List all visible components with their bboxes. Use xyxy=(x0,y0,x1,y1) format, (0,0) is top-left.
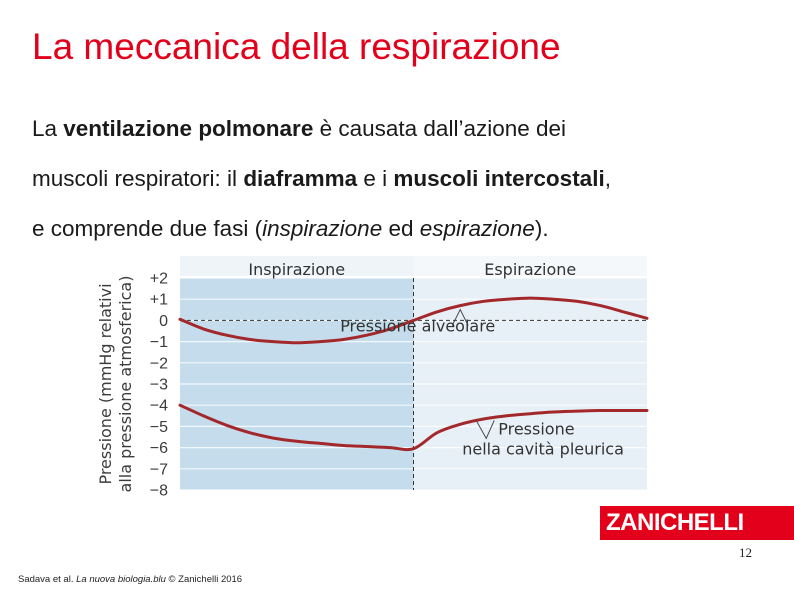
y-axis-label-line1: Pressione (mmHg relativi xyxy=(96,283,115,484)
y-tick-label: 0 xyxy=(159,313,168,330)
pressure-chart: +2 +1 0 −1 −2 −3 −4 −5 −6 −7 −8 Inspirazione Espiraz… xyxy=(96,256,649,499)
page-number: 12 xyxy=(739,545,752,560)
series-line-pleural xyxy=(178,403,649,452)
slide-body: La ventilazione polmonare è causata dall… xyxy=(32,104,772,254)
annotation-pleural-line1: Pressione xyxy=(498,419,574,438)
inspiration-header-background xyxy=(180,256,414,276)
body-line-2: muscoli respiratori: il diaframma e i mu… xyxy=(32,166,611,191)
annotation-leader-pleural xyxy=(475,420,495,440)
annotation-pleural-line2: nella cavità pleurica xyxy=(462,439,624,458)
series-line-alveolar xyxy=(178,296,649,345)
credit-line: Sadava et al. La nuova biologia.blu © Za… xyxy=(18,574,243,585)
phase-label-inspiration: Inspirazione xyxy=(248,260,345,279)
body-line-3: e comprende due fasi (inspirazione ed es… xyxy=(32,216,549,241)
y-tick-label: −5 xyxy=(150,419,168,436)
y-tick-label: −7 xyxy=(150,461,168,478)
y-tick-label: −8 xyxy=(150,483,168,499)
y-tick-label: −2 xyxy=(150,355,168,372)
annotation-leader-alveolar xyxy=(451,308,469,326)
y-tick-label: +1 xyxy=(150,292,168,309)
y-tick-label: −6 xyxy=(150,440,168,457)
y-tick-label: −1 xyxy=(150,334,168,351)
y-axis-label-line2: alla pressione atmosferica) xyxy=(116,276,135,493)
zanichelli-logo: ZANICHELLI xyxy=(600,506,794,540)
y-tick-label: +2 xyxy=(150,271,168,288)
body-line-1: La ventilazione polmonare è causata dall… xyxy=(32,116,567,141)
expiration-header-background xyxy=(413,256,647,276)
annotation-alveolar: Pressione alveolare xyxy=(340,317,495,336)
slide-title: La meccanica della respirazione xyxy=(32,26,561,67)
phase-label-expiration: Espirazione xyxy=(484,260,576,279)
y-tick-label: −4 xyxy=(150,398,168,415)
y-tick-label: −3 xyxy=(150,377,168,394)
